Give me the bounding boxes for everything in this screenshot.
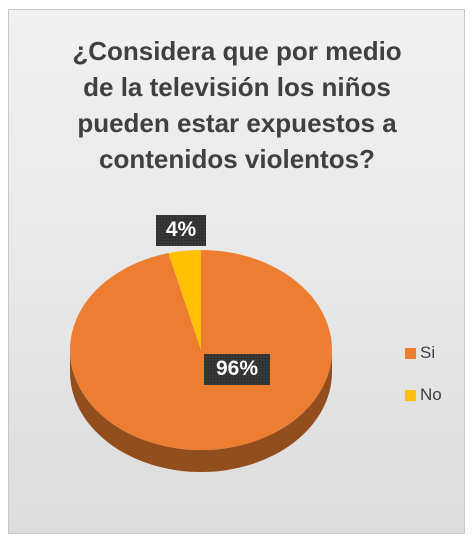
chart-title-line: contenidos violentos? xyxy=(99,144,375,174)
legend-label-si: Si xyxy=(420,343,436,362)
legend-item-si: Si xyxy=(405,332,442,374)
pie-slice-si xyxy=(69,250,332,450)
legend: Si No xyxy=(405,332,442,416)
chart-title-line: pueden estar expuestos a xyxy=(77,108,397,138)
legend-swatch-no xyxy=(405,389,416,401)
chart-title-line: de la televisión los niños xyxy=(83,72,391,102)
legend-item-no: No xyxy=(405,374,442,416)
data-label-si: 96% xyxy=(204,354,270,385)
legend-swatch-si xyxy=(405,347,416,359)
chart-title: ¿Considera que por medio de la televisió… xyxy=(20,33,454,177)
chart-title-line: ¿Considera que por medio xyxy=(72,36,402,66)
legend-label-no: No xyxy=(420,385,442,404)
data-label-no: 4% xyxy=(156,215,206,246)
pie-slice-no xyxy=(168,250,201,350)
pie-side-si xyxy=(70,350,332,472)
